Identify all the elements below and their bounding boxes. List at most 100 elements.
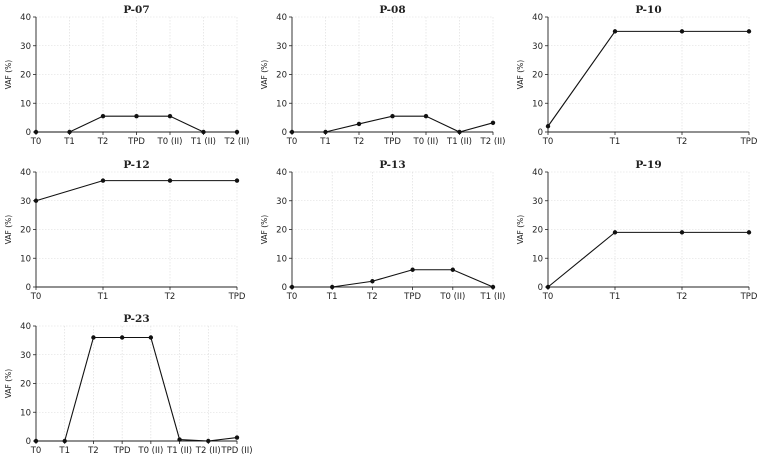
x-tick-label: TPD: [228, 292, 246, 302]
data-point: [746, 230, 752, 235]
data-point: [91, 335, 96, 340]
x-tick-label: T2: [97, 137, 109, 147]
x-tick-label: T1 (II): [166, 446, 192, 455]
y-tick-label: 40: [276, 13, 287, 23]
subplot-p-13: 0 10 20 30 40 T0 T1 T2 TPD T0 (II) T1 (II) P-13 VAF …: [260, 159, 505, 302]
subplot-title: P-23: [123, 313, 149, 325]
y-tick-label: 40: [20, 322, 31, 332]
subplot-title: P-13: [379, 159, 405, 171]
subplot-title: P-08: [379, 4, 405, 16]
data-point: [100, 113, 106, 119]
x-tick-label: T1: [97, 292, 109, 302]
y-tick-label: 40: [532, 13, 543, 23]
series-line: [36, 336, 238, 442]
y-axis-label: VAF (%): [4, 215, 13, 245]
x-tick-label: TPD: [740, 137, 758, 147]
subplot-title: P-12: [123, 159, 149, 171]
x-tick-label: T0: [30, 137, 42, 147]
data-point: [289, 129, 295, 135]
y-tick-label: 10: [20, 408, 31, 418]
data-point: [490, 284, 496, 290]
series-line: [547, 30, 749, 127]
data-point: [545, 284, 551, 290]
y-axis-label: VAF (%): [260, 60, 269, 90]
y-tick-label: 0: [26, 128, 31, 138]
x-tick-label: T1: [609, 137, 621, 147]
data-point: [410, 267, 415, 272]
x-tick-label: T2 (II): [480, 137, 506, 147]
y-tick-label: 30: [276, 42, 287, 52]
y-tick-label: 40: [532, 168, 543, 178]
y-tick-label: 30: [276, 197, 287, 207]
data-point: [177, 437, 182, 442]
series-line: [36, 115, 237, 133]
y-tick-label: 20: [20, 380, 31, 390]
x-tick-label: T1: [326, 292, 338, 302]
data-point: [746, 29, 752, 34]
y-tick-label: 40: [276, 168, 287, 178]
y-tick-label: 10: [532, 99, 543, 109]
x-tick-label: TPD: [113, 446, 131, 455]
axis-spines: [547, 17, 749, 133]
x-tick-label: T1: [319, 137, 331, 147]
y-tick-label: 0: [538, 128, 543, 138]
x-tick-label: T1: [609, 292, 621, 302]
data-point: [289, 284, 295, 290]
y-tick-label: 10: [20, 99, 31, 109]
x-tick-label: TPD (II): [220, 446, 252, 455]
y-tick-label: 10: [532, 254, 543, 264]
series-line: [292, 115, 494, 133]
y-tick-label: 20: [276, 71, 287, 81]
x-tick-label: TPD: [383, 137, 401, 147]
data-point: [148, 335, 154, 340]
y-tick-label: 20: [276, 226, 287, 236]
data-point: [62, 438, 67, 444]
y-tick-label: 30: [532, 197, 543, 207]
data-point: [119, 335, 125, 340]
data-point: [33, 129, 39, 135]
data-point: [612, 29, 618, 34]
x-tick-label: T0: [286, 292, 298, 302]
data-point: [356, 121, 362, 127]
subplot-p-23: 0 10 20 30 40 T0 T1 T2 TPD T0 (II) T1 (II) T2 (II) T…: [4, 313, 253, 455]
x-tick-label: T2: [87, 446, 99, 455]
x-tick-label: T0: [30, 446, 42, 455]
y-axis-label: VAF (%): [4, 369, 13, 399]
data-point: [100, 178, 106, 183]
data-point: [234, 435, 240, 440]
data-point: [423, 113, 429, 119]
y-tick-label: 0: [282, 128, 287, 138]
x-tick-label: T1 (II): [190, 137, 216, 147]
y-tick-label: 40: [20, 13, 31, 23]
x-tick-label: T0 (II): [157, 137, 183, 147]
y-axis-label: VAF (%): [260, 215, 269, 245]
subplot-title: P-19: [635, 159, 661, 171]
y-axis-label: VAF (%): [516, 215, 525, 245]
x-tick-label: T1 (II): [480, 292, 506, 302]
x-tick-label: T1: [63, 137, 75, 147]
y-tick-label: 20: [532, 71, 543, 81]
data-point: [201, 129, 206, 135]
subplot-title: P-10: [635, 4, 661, 16]
x-tick-label: T1: [58, 446, 70, 455]
data-point: [450, 267, 455, 272]
x-tick-label: T0: [542, 292, 554, 302]
data-point: [679, 230, 685, 235]
data-point: [390, 113, 395, 119]
subplot-p-07: 0 10 20 30 40 T0 T1 T2 TPD T0 (II) T1 (II) T2 (II) P…: [4, 4, 249, 147]
y-tick-label: 0: [282, 283, 287, 293]
y-tick-label: 20: [532, 226, 543, 236]
data-point: [167, 178, 173, 183]
data-point: [206, 438, 211, 444]
data-point: [457, 129, 462, 135]
x-tick-label: T0 (II): [439, 292, 465, 302]
x-tick-label: T0: [286, 137, 298, 147]
data-point: [33, 198, 39, 203]
data-point: [33, 438, 39, 444]
x-tick-label: T0 (II): [137, 446, 163, 455]
x-tick-label: T2: [164, 292, 176, 302]
y-tick-label: 0: [26, 437, 31, 447]
x-tick-label: TPD: [127, 137, 145, 147]
x-tick-label: T2: [353, 137, 365, 147]
